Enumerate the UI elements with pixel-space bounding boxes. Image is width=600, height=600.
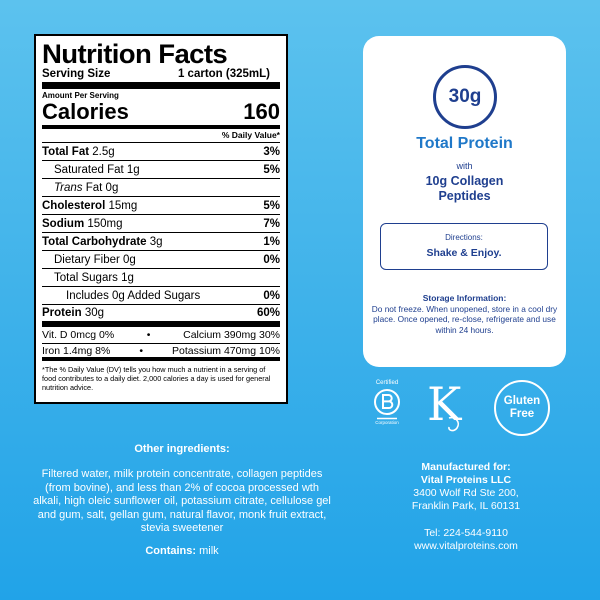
cholesterol-amount: 15mg: [108, 199, 138, 212]
vitamin-d: Vit. D 0mcg 0%: [42, 329, 115, 341]
trans-fat-row: Trans Fat 0g: [42, 179, 280, 197]
added-sugars-row: Includes 0g Added Sugars 0%: [42, 287, 280, 305]
iron: Iron 1.4mg 8%: [42, 344, 111, 357]
collagen-line2: Peptides: [438, 189, 491, 203]
added-sugars-pct: 0%: [263, 289, 280, 302]
b-corp-underline: [377, 417, 397, 420]
calcium: Calcium 390mg 30%: [183, 329, 280, 341]
total-protein-label: Total Protein: [416, 135, 513, 152]
directions-box: Directions: Shake & Enjoy.: [380, 223, 548, 270]
cholesterol-pct: 5%: [263, 199, 280, 212]
gluten-free-line2: Free: [509, 408, 535, 420]
manufacturer-tel: Tel: 224-544-9110: [424, 527, 508, 539]
contains-label: Contains:: [145, 544, 197, 557]
serving-size-label: Serving Size: [42, 68, 111, 80]
fiber-row: Dietary Fiber 0g 0%: [42, 251, 280, 269]
b-corp-certified: Certified: [375, 380, 399, 386]
manufacturer-info: Manufactured for: Vital Proteins LLC 340…: [382, 461, 550, 553]
saturated-fat-pct: 5%: [263, 163, 280, 176]
iron-potassium-row: Iron 1.4mg 8% • Potassium 470mg 10%: [42, 344, 280, 361]
fiber-label: Dietary Fiber 0g: [54, 253, 136, 266]
contains-value: milk: [199, 544, 219, 557]
trans-fat-rest: Fat 0g: [85, 181, 119, 194]
carbohydrate-pct: 1%: [263, 235, 280, 248]
manufacturer-website: www.vitalproteins.com: [414, 540, 518, 552]
manufacturer-heading: Manufactured for:: [421, 461, 511, 473]
protein-row: Protein 30g 60%: [42, 305, 280, 327]
storage-text: Do not freeze. When unopened, store in a…: [371, 304, 558, 335]
amount-per-serving: Amount Per Serving: [42, 91, 119, 100]
carbohydrate-label: Total Carbohydrate: [42, 235, 147, 248]
total-fat-label: Total Fat: [42, 145, 90, 158]
sodium-row: Sodium 150mg 7%: [42, 215, 280, 233]
cholesterol-label: Cholesterol: [42, 199, 106, 212]
collagen-line1: 10g Collagen: [425, 174, 504, 188]
manufacturer-name: Vital Proteins LLC: [420, 474, 512, 486]
directions-label: Directions:: [445, 233, 483, 242]
b-corp-icon: [374, 389, 400, 415]
sugars-label: Total Sugars 1g: [54, 271, 134, 284]
carbohydrate-amount: 3g: [149, 235, 163, 248]
bullet-separator: •: [146, 329, 151, 341]
gluten-free-line1: Gluten: [503, 395, 541, 407]
bullet-separator: •: [139, 344, 143, 357]
daily-value-footnote: *The % Daily Value (DV) tells you how mu…: [42, 365, 271, 393]
protein-label: Protein: [42, 307, 82, 319]
b-corp-corporation: Corporation: [375, 420, 399, 425]
sodium-label: Sodium: [42, 217, 85, 230]
total-fat-pct: 3%: [263, 145, 280, 158]
protein-amount: 30g: [84, 307, 105, 319]
sodium-pct: 7%: [263, 217, 280, 230]
nutrition-title: Nutrition Facts: [42, 39, 228, 69]
saturated-fat-label: Saturated Fat 1g: [54, 163, 140, 176]
collagen-text: 10g Collagen Peptides: [363, 174, 566, 204]
calories-row: Calories 160: [42, 101, 280, 129]
ingredients-text: Filtered water, milk protein concentrate…: [33, 468, 331, 535]
b-corp-logo: Certified Corporation: [369, 380, 405, 432]
kosher-k-letter: K: [427, 378, 463, 431]
storage-label: Storage Information:: [422, 293, 507, 303]
trans-fat-trans: Trans: [54, 181, 83, 194]
manufacturer-address1: 3400 Wolf Rd Ste 200,: [413, 487, 519, 499]
kosher-k-icon: K: [427, 378, 463, 432]
protein-info-card: 30g Total Protein with 10g Collagen Pept…: [363, 36, 566, 367]
calories-label: Calories: [42, 99, 129, 124]
gluten-free-badge: Gluten Free: [494, 380, 550, 436]
manufacturer-address2: Franklin Park, IL 60131: [411, 500, 521, 512]
nutrition-facts-panel: Nutrition Facts Serving Size 1 carton (3…: [34, 34, 288, 404]
sodium-amount: 150mg: [87, 217, 123, 230]
cholesterol-row: Cholesterol 15mg 5%: [42, 197, 280, 215]
sugars-row: Total Sugars 1g: [42, 269, 280, 287]
added-sugars-label: Includes 0g Added Sugars: [66, 289, 201, 302]
daily-value-header: % Daily Value*: [42, 129, 280, 143]
directions-value: Shake & Enjoy.: [426, 247, 502, 259]
calories-value: 160: [243, 99, 280, 124]
protein-pct: 60%: [256, 307, 280, 319]
protein-badge: 30g: [433, 65, 497, 129]
with-label: with: [456, 161, 473, 171]
potassium: Potassium 470mg 10%: [172, 344, 280, 357]
total-fat-amount: 2.5g: [92, 145, 115, 158]
saturated-fat-row: Saturated Fat 1g 5%: [42, 161, 280, 179]
total-fat-row: Total Fat 2.5g 3%: [42, 143, 280, 161]
ingredients-heading: Other ingredients:: [134, 443, 230, 455]
serving-size-row: Serving Size 1 carton (325mL): [42, 68, 280, 89]
carbohydrate-row: Total Carbohydrate 3g 1%: [42, 233, 280, 251]
fiber-pct: 0%: [263, 253, 280, 266]
serving-size-value: 1 carton (325mL): [177, 68, 270, 80]
other-ingredients: Other ingredients: Filtered water, milk …: [30, 443, 334, 557]
contains-line: Contains: milk: [30, 545, 334, 557]
vitamin-d-calcium-row: Vit. D 0mcg 0% • Calcium 390mg 30%: [42, 327, 280, 344]
